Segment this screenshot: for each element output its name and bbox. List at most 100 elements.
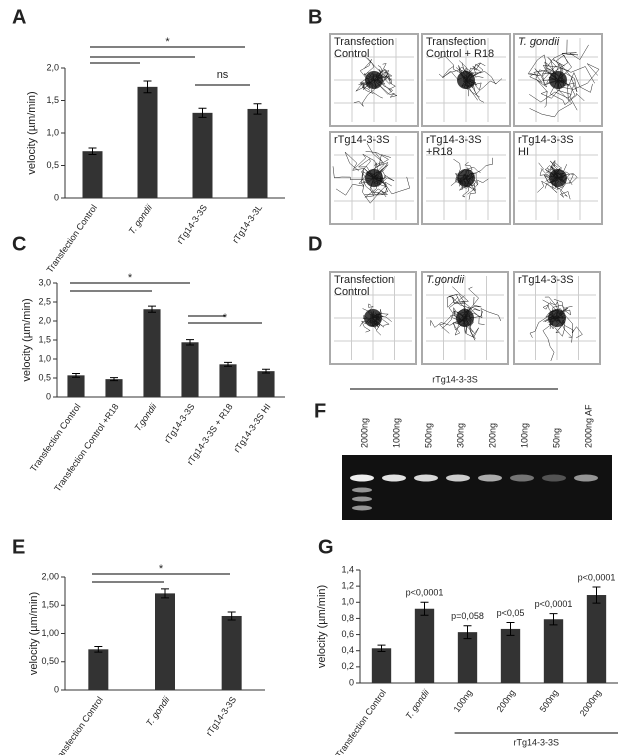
y-tick-label: 1,00 xyxy=(41,628,59,638)
bar xyxy=(137,86,158,198)
x-tick-label: 500ng xyxy=(538,688,561,714)
error-bar xyxy=(377,644,386,653)
panel-letter: F xyxy=(314,400,326,422)
track-label: Transfection Control xyxy=(334,36,394,60)
bar xyxy=(371,648,392,683)
p-value: p<0,0001 xyxy=(535,599,573,609)
lane-label: 500ng xyxy=(423,423,433,448)
gel-band xyxy=(352,487,372,493)
panel-letter: B xyxy=(308,6,322,28)
x-tick-label: T. gondii xyxy=(404,687,432,721)
track-core xyxy=(548,309,566,327)
lane-label: 50ng xyxy=(551,428,561,448)
error-bar xyxy=(161,588,169,599)
error-bar xyxy=(72,372,80,378)
y-tick-label: 2,0 xyxy=(38,315,51,325)
x-tick-label: T.gondii xyxy=(132,401,159,433)
error-bar xyxy=(143,80,152,94)
track-label: rTg14-3-3S xyxy=(334,134,390,146)
track-core xyxy=(457,169,475,187)
y-tick-label: 0,5 xyxy=(46,160,59,170)
panel-letter: E xyxy=(12,536,25,558)
error-bar xyxy=(592,586,601,604)
track-label: Transfection Control + R18 xyxy=(426,36,494,60)
bar xyxy=(143,309,161,397)
error-bar xyxy=(88,147,97,155)
gel-band xyxy=(352,496,372,502)
bar xyxy=(105,379,123,397)
x-tick-label: T. gondii xyxy=(144,694,172,728)
error-bar xyxy=(224,361,232,367)
panel-letter: C xyxy=(12,233,26,255)
track-label: rTg14-3-3S +R18 xyxy=(426,134,482,158)
y-tick-label: 0,6 xyxy=(341,629,354,639)
significance-label: * xyxy=(165,36,170,48)
error-bar xyxy=(110,377,118,382)
track-label: T. gondii xyxy=(518,36,560,48)
track-core xyxy=(365,169,383,187)
x-tick-label: rTg14-3-3S xyxy=(204,695,238,738)
error-bar xyxy=(227,611,236,621)
panel-letter: A xyxy=(12,6,26,28)
y-tick-label: 0,2 xyxy=(341,661,354,671)
x-tick-label: rTg14-3-3S xyxy=(175,203,209,246)
y-tick-label: 1,5 xyxy=(38,334,51,344)
significance-label: * xyxy=(223,312,228,324)
label-line: Transfection xyxy=(426,36,486,48)
x-tick-label: Transfection Control xyxy=(334,688,388,755)
gel-band xyxy=(542,474,566,482)
error-bar xyxy=(148,305,156,313)
y-tick-label: 1,4 xyxy=(341,564,354,574)
lane-label: 2000ng AF xyxy=(583,404,593,448)
significance-label: ns xyxy=(217,69,229,81)
bar xyxy=(500,628,521,683)
y-tick-label: 0,50 xyxy=(41,656,59,666)
y-tick-label: 0,5 xyxy=(38,372,51,382)
gel-image xyxy=(342,455,612,520)
label-line: Control xyxy=(334,48,369,60)
lane-label: 2000ng xyxy=(359,418,369,448)
bar xyxy=(586,595,607,683)
x-tick-label: Transfection Control xyxy=(45,203,99,275)
bar xyxy=(82,151,103,198)
y-tick-label: 1,50 xyxy=(41,600,59,610)
gel-band xyxy=(350,474,374,482)
x-tick-label: rTg14-3-3S HI xyxy=(232,402,273,454)
p-value: p<0,05 xyxy=(497,608,525,618)
y-axis-label: velocity (µm/min) xyxy=(26,91,38,174)
lane-label: 1000ng xyxy=(391,418,401,448)
bar xyxy=(543,619,564,683)
y-tick-label: 1,0 xyxy=(46,127,59,137)
significance-label: * xyxy=(128,272,133,284)
label-line: +R18 xyxy=(426,146,453,158)
group-label: rTg14-3-3S xyxy=(514,737,560,747)
x-tick-label: Transfection Control xyxy=(50,695,104,755)
y-tick-label: 0,8 xyxy=(341,613,354,623)
y-tick-label: 2,00 xyxy=(41,571,59,581)
y-tick-label: 2,5 xyxy=(38,296,51,306)
gel-band xyxy=(414,474,438,482)
x-tick-label: rTg14-3-3S xyxy=(162,402,196,445)
error-bar xyxy=(420,601,429,616)
x-tick-label: T. gondii xyxy=(127,202,155,236)
label-line: rTg14-3-3S xyxy=(426,134,482,146)
y-tick-label: 0 xyxy=(46,391,51,401)
panel-letter: D xyxy=(308,233,322,255)
bar xyxy=(219,364,237,397)
y-axis-label: velocity (µm/min) xyxy=(21,298,33,381)
y-axis-label: velocity (µm/min) xyxy=(316,585,328,668)
error-bar xyxy=(463,625,472,640)
bar xyxy=(221,615,242,690)
error-bar xyxy=(262,368,270,374)
panel-letter: G xyxy=(318,536,334,558)
label-line: Transfection xyxy=(334,36,394,48)
label-line: Control + R18 xyxy=(426,48,494,60)
lane-label: 100ng xyxy=(519,423,529,448)
y-tick-label: 0,4 xyxy=(341,645,354,655)
p-value: p<0,0001 xyxy=(406,588,444,598)
y-tick-label: 2,0 xyxy=(46,62,59,72)
track-core xyxy=(365,71,383,89)
tracks xyxy=(527,39,600,118)
error-bar xyxy=(94,645,103,653)
